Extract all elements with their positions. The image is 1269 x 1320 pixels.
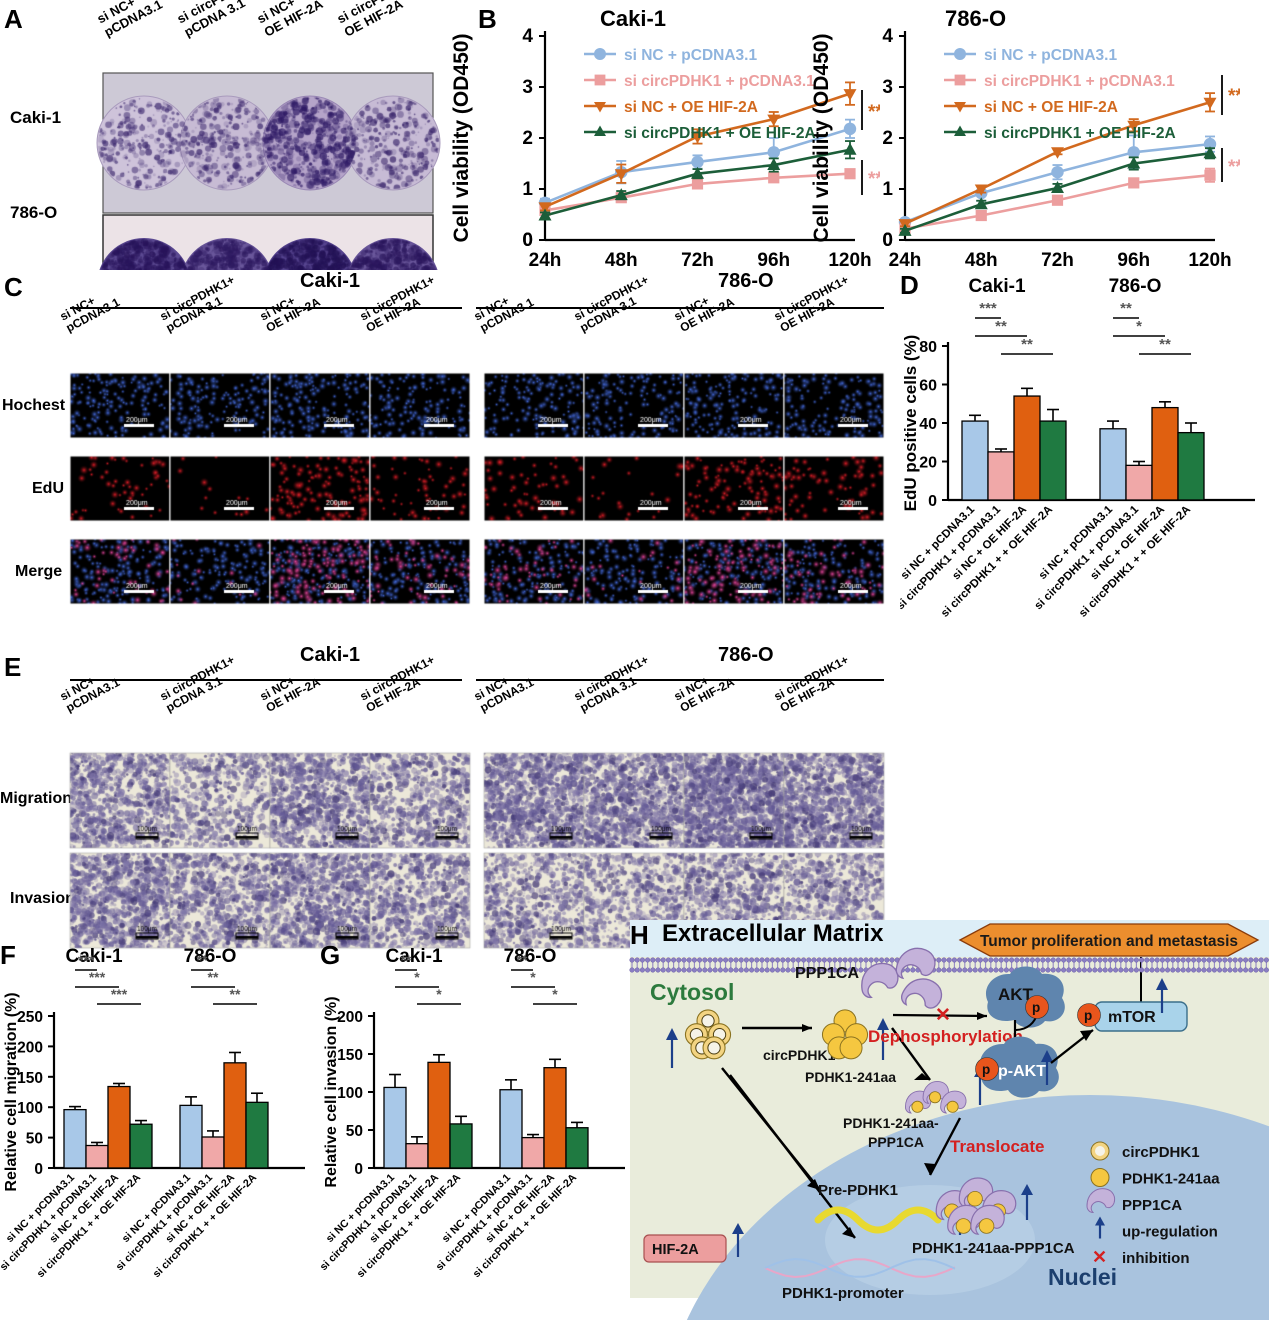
svg-text:si circPDHK1 + OE HIF-2A: si circPDHK1 + OE HIF-2A <box>984 125 1176 142</box>
svg-text:**: ** <box>517 952 528 968</box>
svg-text:200: 200 <box>17 1039 43 1056</box>
svg-text:40: 40 <box>919 416 937 433</box>
svg-text:4: 4 <box>522 26 533 47</box>
svg-text:**: ** <box>1021 336 1033 353</box>
svg-text:✕: ✕ <box>935 1005 951 1026</box>
svg-text:*: * <box>1136 318 1142 335</box>
svg-text:150: 150 <box>17 1070 43 1087</box>
svg-text:60: 60 <box>919 378 937 395</box>
svg-text:786-O: 786-O <box>1109 276 1162 297</box>
svg-text:**: ** <box>1120 300 1132 317</box>
svg-text:Cell viability (OD450): Cell viability (OD450) <box>450 34 473 243</box>
svg-text:Tumor proliferation and metast: Tumor proliferation and metastasis <box>980 933 1238 950</box>
svg-text:p: p <box>1084 1008 1092 1023</box>
svg-text:si circPDHK1 + pCDNA3.1: si circPDHK1 + pCDNA3.1 <box>984 73 1175 90</box>
svg-text:PDHK1-241aa-: PDHK1-241aa- <box>843 1115 939 1131</box>
svg-text:Caki-1: Caki-1 <box>65 946 122 967</box>
svg-text:si NC + pCDNA3.1: si NC + pCDNA3.1 <box>984 47 1117 64</box>
svg-text:786-O: 786-O <box>504 946 557 967</box>
svg-text:48h: 48h <box>965 250 998 271</box>
svg-text:si circPDHK1 + pCDNA3.1: si circPDHK1 + pCDNA3.1 <box>624 73 815 90</box>
svg-text:80: 80 <box>919 339 937 356</box>
svg-text:72h: 72h <box>681 250 714 271</box>
svg-text:circPDHK1: circPDHK1 <box>1122 1144 1200 1161</box>
svg-text:**: ** <box>208 969 219 985</box>
svg-text:***: *** <box>111 986 128 1002</box>
svg-text:p: p <box>1032 1000 1040 1015</box>
svg-text:24h: 24h <box>889 250 922 271</box>
svg-text:3: 3 <box>882 77 893 98</box>
svg-text:si NC + OE HIF-2A: si NC + OE HIF-2A <box>624 99 758 116</box>
svg-text:3: 3 <box>522 77 533 98</box>
svg-text:*: * <box>552 986 558 1002</box>
svg-text:PDHK1-241aa: PDHK1-241aa <box>1122 1171 1220 1188</box>
svg-text:*: * <box>414 969 420 985</box>
svg-text:PPP1CA: PPP1CA <box>795 965 859 982</box>
svg-text:1: 1 <box>882 179 893 200</box>
svg-text:***: *** <box>78 952 95 968</box>
svg-text:100: 100 <box>337 1085 363 1102</box>
svg-text:72h: 72h <box>1041 250 1074 271</box>
svg-text:***: *** <box>979 300 997 317</box>
svg-text:p: p <box>982 1062 990 1077</box>
svg-text:Nuclei: Nuclei <box>1048 1264 1117 1290</box>
svg-text:96h: 96h <box>1117 250 1150 271</box>
svg-text:2: 2 <box>882 128 893 149</box>
svg-text:786-O: 786-O <box>184 946 237 967</box>
svg-text:Caki-1: Caki-1 <box>968 276 1025 297</box>
svg-text:PDHK1-promoter: PDHK1-promoter <box>782 1285 904 1302</box>
svg-text:*: * <box>530 969 536 985</box>
svg-text:Relative cell invasion (%): Relative cell invasion (%) <box>323 996 340 1187</box>
svg-text:**: ** <box>1159 336 1171 353</box>
svg-text:EdU positive cells (%): EdU positive cells (%) <box>901 335 920 512</box>
svg-text:Pre-PDHK1: Pre-PDHK1 <box>818 1182 898 1199</box>
svg-text:Translocate: Translocate <box>950 1137 1045 1156</box>
svg-text:***: *** <box>1228 86 1240 107</box>
svg-text:0: 0 <box>354 1161 363 1178</box>
svg-text:250: 250 <box>17 1009 43 1026</box>
svg-text:si NC + OE HIF-2A: si NC + OE HIF-2A <box>984 99 1118 116</box>
svg-text:1: 1 <box>522 179 533 200</box>
svg-text:si circPDHK1 + OE HIF-2A: si circPDHK1 + OE HIF-2A <box>624 125 816 142</box>
svg-text:0: 0 <box>882 230 893 251</box>
svg-text:0: 0 <box>928 493 937 510</box>
svg-text:***: *** <box>1228 157 1240 178</box>
svg-text:si NC + pCDNA3.1: si NC + pCDNA3.1 <box>624 47 757 64</box>
svg-text:✕: ✕ <box>1092 1247 1107 1267</box>
svg-text:120h: 120h <box>1188 250 1231 271</box>
svg-text:p-AKT: p-AKT <box>998 1063 1046 1080</box>
svg-text:20: 20 <box>919 455 937 472</box>
svg-text:0: 0 <box>522 230 533 251</box>
svg-text:50: 50 <box>346 1123 363 1140</box>
svg-text:mTOR: mTOR <box>1108 1009 1156 1026</box>
svg-text:Dephosphorylation: Dephosphorylation <box>868 1027 1023 1046</box>
svg-text:Cell viability (OD450): Cell viability (OD450) <box>810 34 833 243</box>
svg-text:**: ** <box>197 952 208 968</box>
svg-text:**: ** <box>995 318 1007 335</box>
svg-text:48h: 48h <box>605 250 638 271</box>
svg-text:circPDHK1: circPDHK1 <box>763 1047 836 1063</box>
svg-text:inhibition: inhibition <box>1122 1250 1189 1267</box>
svg-text:50: 50 <box>26 1131 43 1148</box>
svg-text:PPP1CA: PPP1CA <box>1122 1197 1182 1214</box>
svg-text:0: 0 <box>34 1161 43 1178</box>
svg-text:2: 2 <box>522 128 533 149</box>
svg-text:Cytosol: Cytosol <box>650 979 734 1005</box>
svg-text:**: ** <box>230 986 241 1002</box>
svg-text:Caki-1: Caki-1 <box>385 946 442 967</box>
svg-text:Relative cell migration (%): Relative cell migration (%) <box>3 992 20 1191</box>
svg-text:150: 150 <box>337 1047 363 1064</box>
svg-text:up-regulation: up-regulation <box>1122 1224 1218 1241</box>
svg-text:100: 100 <box>17 1100 43 1117</box>
svg-text:PPP1CA: PPP1CA <box>868 1134 924 1150</box>
svg-text:**: ** <box>401 952 412 968</box>
svg-text:***: *** <box>89 969 106 985</box>
svg-text:4: 4 <box>882 26 893 47</box>
svg-text:PDHK1-241aa: PDHK1-241aa <box>805 1069 896 1085</box>
svg-text:si circPDHK1 + pCDNA3.1: si circPDHK1 + pCDNA3.1 <box>1033 503 1142 612</box>
svg-text:*: * <box>436 986 442 1002</box>
svg-text:HIF-2A: HIF-2A <box>652 1242 699 1258</box>
svg-text:PDHK1-241aa-PPP1CA: PDHK1-241aa-PPP1CA <box>912 1240 1075 1257</box>
svg-text:200: 200 <box>337 1009 363 1026</box>
